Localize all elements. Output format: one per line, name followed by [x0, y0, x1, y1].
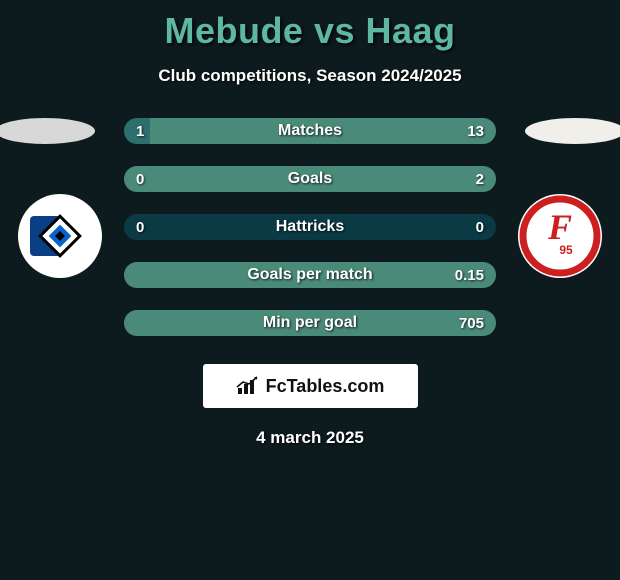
subtitle: Club competitions, Season 2024/2025 — [0, 66, 620, 86]
left-column — [0, 118, 120, 280]
brand-chart-icon — [236, 376, 262, 396]
stat-bar: 705Min per goal — [124, 310, 496, 336]
comparison-row: 113Matches 02Goals 00Hattricks 0.15Goals pe… — [0, 118, 620, 336]
stats-column: 113Matches 02Goals 00Hattricks 0.15Goals pe… — [120, 118, 500, 336]
right-column: F 95 — [500, 118, 620, 280]
stat-label: Matches — [124, 122, 496, 140]
stat-label: Hattricks — [124, 218, 496, 236]
stat-bar: 00Hattricks — [124, 214, 496, 240]
player-right-silhouette — [525, 118, 620, 144]
svg-text:F: F — [547, 207, 572, 247]
brand-box[interactable]: FcTables.com — [203, 364, 418, 408]
stat-label: Goals per match — [124, 266, 496, 284]
stat-label: Goals — [124, 170, 496, 188]
page-title: Mebude vs Haag — [0, 0, 620, 52]
player-left-silhouette — [0, 118, 95, 144]
club-logo-right: F 95 — [516, 192, 604, 280]
brand-text: FcTables.com — [266, 376, 385, 397]
stat-bar: 0.15Goals per match — [124, 262, 496, 288]
stat-bar: 113Matches — [124, 118, 496, 144]
date-text: 4 march 2025 — [0, 428, 620, 448]
club-logo-left — [16, 192, 104, 280]
stat-label: Min per goal — [124, 314, 496, 332]
stat-bar: 02Goals — [124, 166, 496, 192]
svg-text:95: 95 — [559, 243, 573, 257]
